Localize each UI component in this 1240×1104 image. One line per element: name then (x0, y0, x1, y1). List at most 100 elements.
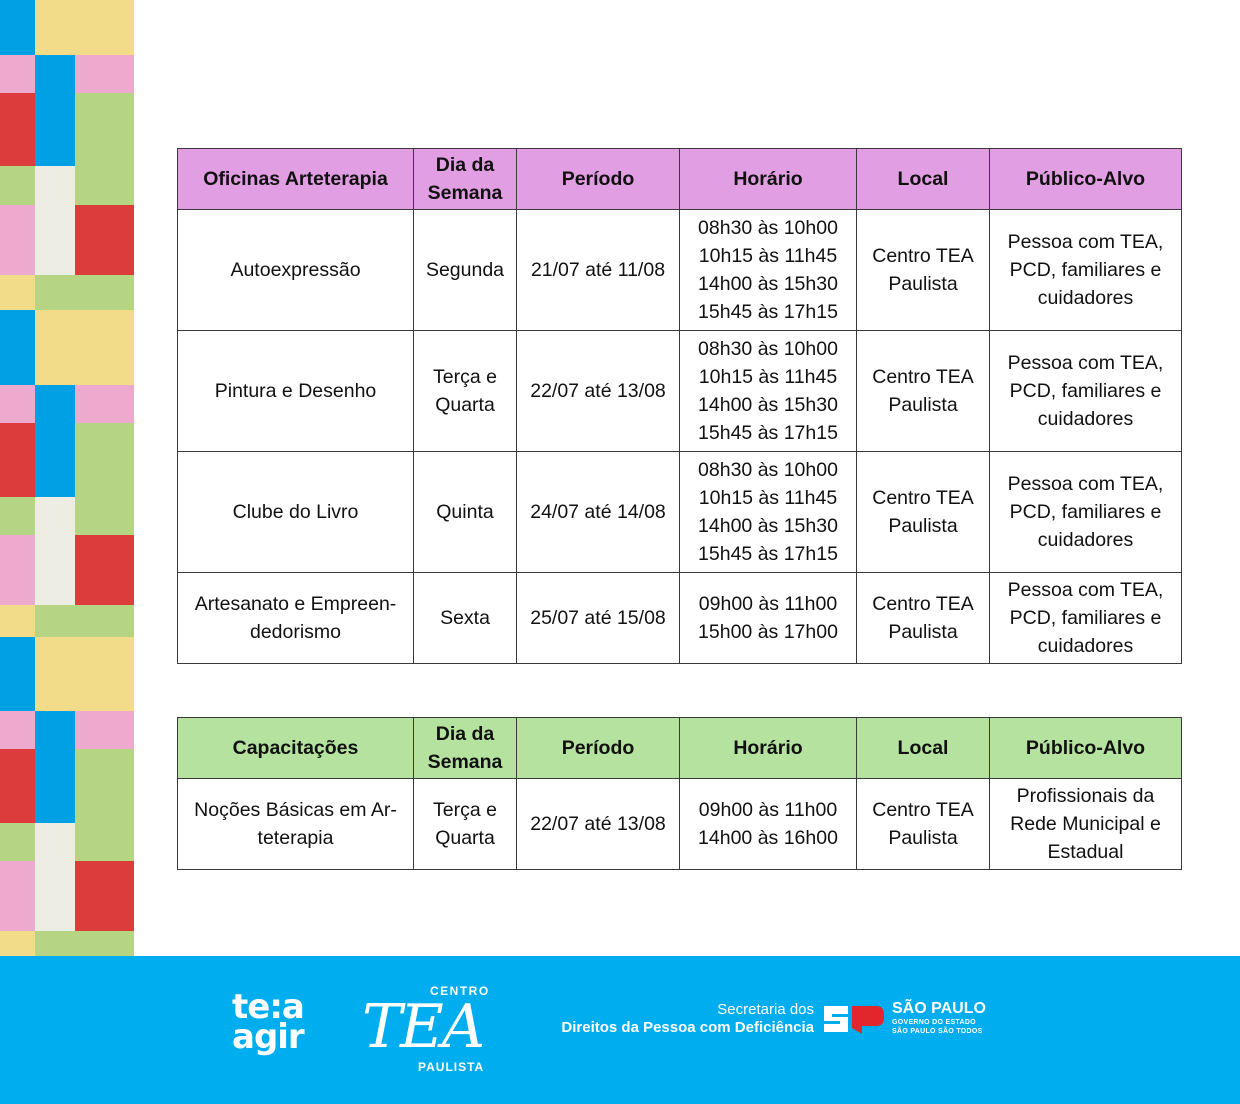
time-slot: 08h30 às 10h00 (698, 338, 838, 360)
time-slot: 10h15 às 11h45 (698, 245, 838, 267)
col-header-day: Dia da Semana (413, 717, 517, 779)
cell-period: 22/07 até 13/08 (516, 330, 680, 452)
mosaic-tile (75, 166, 134, 205)
mosaic-tile (0, 0, 35, 55)
mosaic-tile (35, 861, 75, 931)
mosaic-tile (75, 423, 134, 497)
cell-location: Centro TEA Paulista (856, 209, 990, 331)
mosaic-tile (75, 861, 134, 931)
cell-period: 25/07 até 15/08 (516, 572, 680, 664)
mosaic-tile (0, 423, 35, 497)
mosaic-tile (75, 93, 134, 166)
mosaic-tile (35, 535, 75, 605)
trainings-table: Capacitações Dia da Semana Período Horár… (177, 717, 1182, 870)
cell-day: Segunda (413, 209, 517, 331)
cell-times: 09h00 às 11h00 15h00 às 17h00 (679, 572, 857, 664)
cell-location: Centro TEA Paulista (856, 572, 990, 664)
mosaic-tile (75, 931, 134, 956)
time-slot: 14h00 às 15h30 (698, 273, 838, 295)
cell-audience: Pessoa com TEA, PCD, familiares e cuidad… (989, 330, 1182, 452)
mosaic-tile (0, 166, 35, 205)
mosaic-tile (35, 823, 75, 861)
mosaic-tile (75, 55, 134, 93)
mosaic-tile (35, 749, 75, 823)
sp-subtitle: GOVERNO DO ESTADO (892, 1019, 976, 1026)
secretaria-line2: Direitos da Pessoa com Deficiência (561, 1019, 814, 1036)
tea-agir-logo: te:a agir (232, 990, 305, 1057)
mosaic-tile (75, 310, 134, 385)
cell-training: Noções Básicas em Ar-teterapia (177, 778, 414, 870)
mosaic-tile (0, 55, 35, 93)
time-slot: 10h15 às 11h45 (698, 487, 838, 509)
cell-period: 22/07 até 13/08 (516, 778, 680, 870)
table-row: Artesanato e Empreen-dedorismo Sexta 25/… (177, 572, 1182, 664)
mosaic-tile (35, 205, 75, 275)
col-header-training: Capacitações (177, 717, 414, 779)
time-slot: 15h00 às 17h00 (698, 621, 838, 643)
mosaic-tile (0, 931, 35, 956)
cell-day: Quinta (413, 451, 517, 573)
cell-workshop: Pintura e Desenho (177, 330, 414, 452)
time-slot: 14h00 às 15h30 (698, 394, 838, 416)
cell-audience: Pessoa com TEA, PCD, familiares e cuidad… (989, 209, 1182, 331)
mosaic-tile (35, 637, 75, 711)
mosaic-tile (0, 535, 35, 605)
table-header-row: Oficinas Arteterapia Dia da Semana Perío… (177, 148, 1182, 210)
mosaic-tile (0, 497, 35, 535)
cell-workshop: Artesanato e Empreen-dedorismo (177, 572, 414, 664)
mosaic-tile (35, 310, 75, 385)
cell-workshop: Autoexpressão (177, 209, 414, 331)
time-slot: 08h30 às 10h00 (698, 217, 838, 239)
sao-paulo-government-logo: SÃO PAULO GOVERNO DO ESTADO SÃO PAULO SÃ… (892, 1000, 986, 1036)
cell-times: 08h30 às 10h00 10h15 às 11h45 14h00 às 1… (679, 330, 857, 452)
time-slot: 15h45 às 17h15 (698, 301, 838, 323)
tea-agir-logo-line2: agir (232, 1017, 305, 1057)
cell-location: Centro TEA Paulista (856, 451, 990, 573)
cell-times: 08h30 às 10h00 10h15 às 11h45 14h00 às 1… (679, 209, 857, 331)
col-header-audience: Público-Alvo (989, 148, 1182, 210)
table-row: Clube do Livro Quinta 24/07 até 14/08 08… (177, 451, 1182, 573)
mosaic-tile (0, 861, 35, 931)
decorative-mosaic (0, 0, 134, 956)
col-header-period: Período (516, 717, 680, 779)
cell-period: 21/07 até 11/08 (516, 209, 680, 331)
cell-location: Centro TEA Paulista (856, 330, 990, 452)
time-slot: 09h00 às 11h00 (698, 799, 838, 821)
col-header-time: Horário (679, 717, 857, 779)
mosaic-tile (35, 55, 75, 93)
mosaic-tile (0, 310, 35, 385)
cell-workshop: Clube do Livro (177, 451, 414, 573)
mosaic-tile (0, 749, 35, 823)
mosaic-tile (75, 535, 134, 605)
mosaic-tile (35, 275, 75, 310)
col-header-day: Dia da Semana (413, 148, 517, 210)
logo-centro-label: CENTRO (430, 984, 490, 998)
sp-state-mark-icon (824, 1006, 884, 1034)
mosaic-tile (75, 205, 134, 275)
mosaic-tile (75, 0, 134, 55)
mosaic-tile (75, 749, 134, 823)
table-row: Autoexpressão Segunda 21/07 até 11/08 08… (177, 209, 1182, 331)
mosaic-tile (0, 205, 35, 275)
table-row: Pintura e Desenho Terça e Quarta 22/07 a… (177, 330, 1182, 452)
col-header-audience: Público-Alvo (989, 717, 1182, 779)
table-header-row: Capacitações Dia da Semana Período Horár… (177, 717, 1182, 779)
cell-audience: Pessoa com TEA, PCD, familiares e cuidad… (989, 572, 1182, 664)
mosaic-tile (0, 637, 35, 711)
time-slot: 09h00 às 11h00 (698, 593, 838, 615)
mosaic-tile (35, 385, 75, 423)
workshops-table: Oficinas Arteterapia Dia da Semana Perío… (177, 148, 1182, 664)
mosaic-tile (35, 711, 75, 749)
mosaic-tile (75, 385, 134, 423)
cell-period: 24/07 até 14/08 (516, 451, 680, 573)
mosaic-tile (35, 0, 75, 55)
logo-paulista-label: PAULISTA (418, 1060, 485, 1074)
mosaic-tile (0, 275, 35, 310)
cell-day: Terça e Quarta (413, 330, 517, 452)
mosaic-tile (35, 931, 75, 956)
table-row: Noções Básicas em Ar-teterapia Terça e Q… (177, 778, 1182, 870)
time-slot: 14h00 às 15h30 (698, 515, 838, 537)
mosaic-tile (0, 605, 35, 637)
mosaic-tile (75, 823, 134, 861)
mosaic-tile (0, 711, 35, 749)
